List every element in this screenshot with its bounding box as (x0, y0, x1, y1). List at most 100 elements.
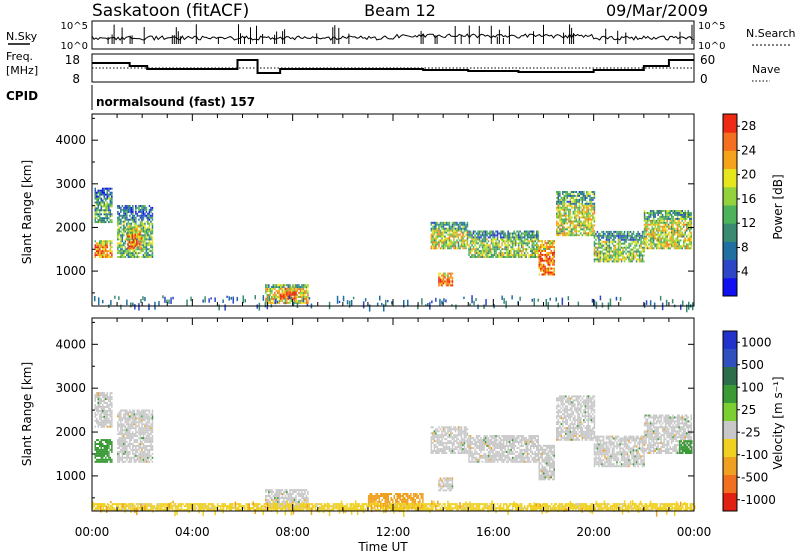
scatter-cell (103, 213, 105, 216)
scatter-cell (672, 219, 674, 222)
scatter-cell (445, 446, 448, 449)
scatter-cell (643, 232, 645, 235)
scatter-cell (447, 448, 449, 451)
scatter-cell (135, 429, 137, 432)
scatter-cell (106, 402, 108, 404)
scatter-cell (447, 284, 449, 287)
scatter-cell (441, 300, 443, 305)
scatter-cell (133, 454, 136, 457)
scatter-cell (433, 229, 436, 232)
scatter-cell (280, 497, 282, 499)
scatter-cell (484, 250, 487, 253)
scatter-cell (442, 446, 445, 449)
scatter-cell (590, 226, 593, 229)
scatter-cell (513, 238, 515, 241)
scatter-cell (117, 425, 119, 428)
scatter-cell (593, 234, 596, 237)
scatter-cell (649, 243, 652, 246)
scatter-cell (268, 301, 270, 304)
scatter-cell (530, 238, 532, 241)
scatter-cell (439, 444, 442, 447)
scatter-cell (295, 497, 297, 499)
scatter-cell (431, 300, 433, 304)
scatter-cell (129, 409, 131, 412)
scatter-cell (145, 423, 148, 426)
scatter-cell (667, 215, 670, 218)
scatter-cell (142, 427, 145, 430)
scatter-cell (652, 219, 655, 222)
scatter-cell (124, 252, 127, 255)
scatter-cell (133, 220, 136, 223)
scatter-cell (557, 198, 559, 201)
scatter-cell (676, 212, 679, 214)
scatter-cell (648, 233, 650, 236)
scatter-cell (236, 296, 238, 302)
scatter-cell (145, 437, 148, 440)
scatter-cell (448, 247, 451, 250)
scatter-cell (598, 256, 600, 259)
scatter-cell (299, 292, 302, 294)
colorbar-tick-label: 16 (741, 192, 756, 206)
scatter-cell (136, 454, 139, 457)
scatter-cell (137, 241, 140, 244)
scatter-cell (134, 304, 136, 310)
scatter-cell (124, 425, 127, 428)
scatter-cell (145, 256, 148, 258)
scatter-cell (111, 448, 113, 451)
scatter-cell (478, 244, 481, 247)
scatter-cell (661, 221, 664, 224)
scatter-cell (590, 220, 593, 223)
scatter-cell (670, 223, 673, 226)
scatter-cell (562, 198, 564, 201)
scatter-cell (289, 284, 291, 287)
scatter-cell (139, 411, 142, 414)
scatter-cell (99, 417, 101, 420)
scatter-cell (94, 207, 96, 210)
scatter-cell (301, 292, 303, 294)
scatter-cell (493, 236, 496, 239)
scatter-cell (103, 419, 105, 422)
scatter-cell (127, 243, 129, 246)
scatter-cell (654, 212, 656, 214)
scatter-cell (289, 299, 291, 302)
scatter-cell (105, 423, 107, 426)
scatter-cell (602, 234, 605, 237)
scatter-cell (557, 208, 559, 211)
scatter-cell (559, 226, 561, 229)
scatter-cell (118, 458, 121, 461)
scatter-cell (456, 440, 458, 443)
scatter-cell (148, 452, 151, 455)
freq-label-line1: Freq. (6, 50, 33, 63)
scatter-cell (120, 429, 122, 432)
scatter-cell (138, 419, 140, 422)
scatter-cell (572, 193, 575, 195)
scatter-cell (109, 423, 112, 426)
scatter-cell (97, 205, 99, 208)
scatter-cell (502, 248, 505, 251)
scatter-cell (669, 227, 671, 230)
scatter-cell (151, 431, 154, 434)
scatter-cell (103, 448, 105, 451)
scatter-cell (646, 219, 649, 222)
scatter-cell (645, 229, 647, 232)
scatter-cell (607, 254, 609, 257)
scatter-cell (628, 238, 630, 241)
scatter-cell (510, 246, 512, 249)
scatter-cell (678, 231, 680, 234)
scatter-cell (123, 441, 125, 443)
scatter-cell (654, 221, 656, 224)
scatter-cell (572, 220, 575, 223)
scatter-cell (451, 245, 454, 248)
scatter-cell (453, 231, 455, 234)
scatter-cell (109, 421, 112, 424)
scatter-cell (126, 417, 128, 420)
scatter-cell (657, 243, 659, 246)
scatter-cell (284, 284, 287, 287)
scatter-cell (441, 436, 443, 439)
scatter-cell (108, 240, 110, 243)
scatter-cell (493, 242, 496, 245)
scatter-cell (666, 237, 668, 240)
scatter-cell (517, 236, 520, 239)
scatter-cell (550, 257, 552, 260)
scatter-cell (686, 304, 688, 313)
